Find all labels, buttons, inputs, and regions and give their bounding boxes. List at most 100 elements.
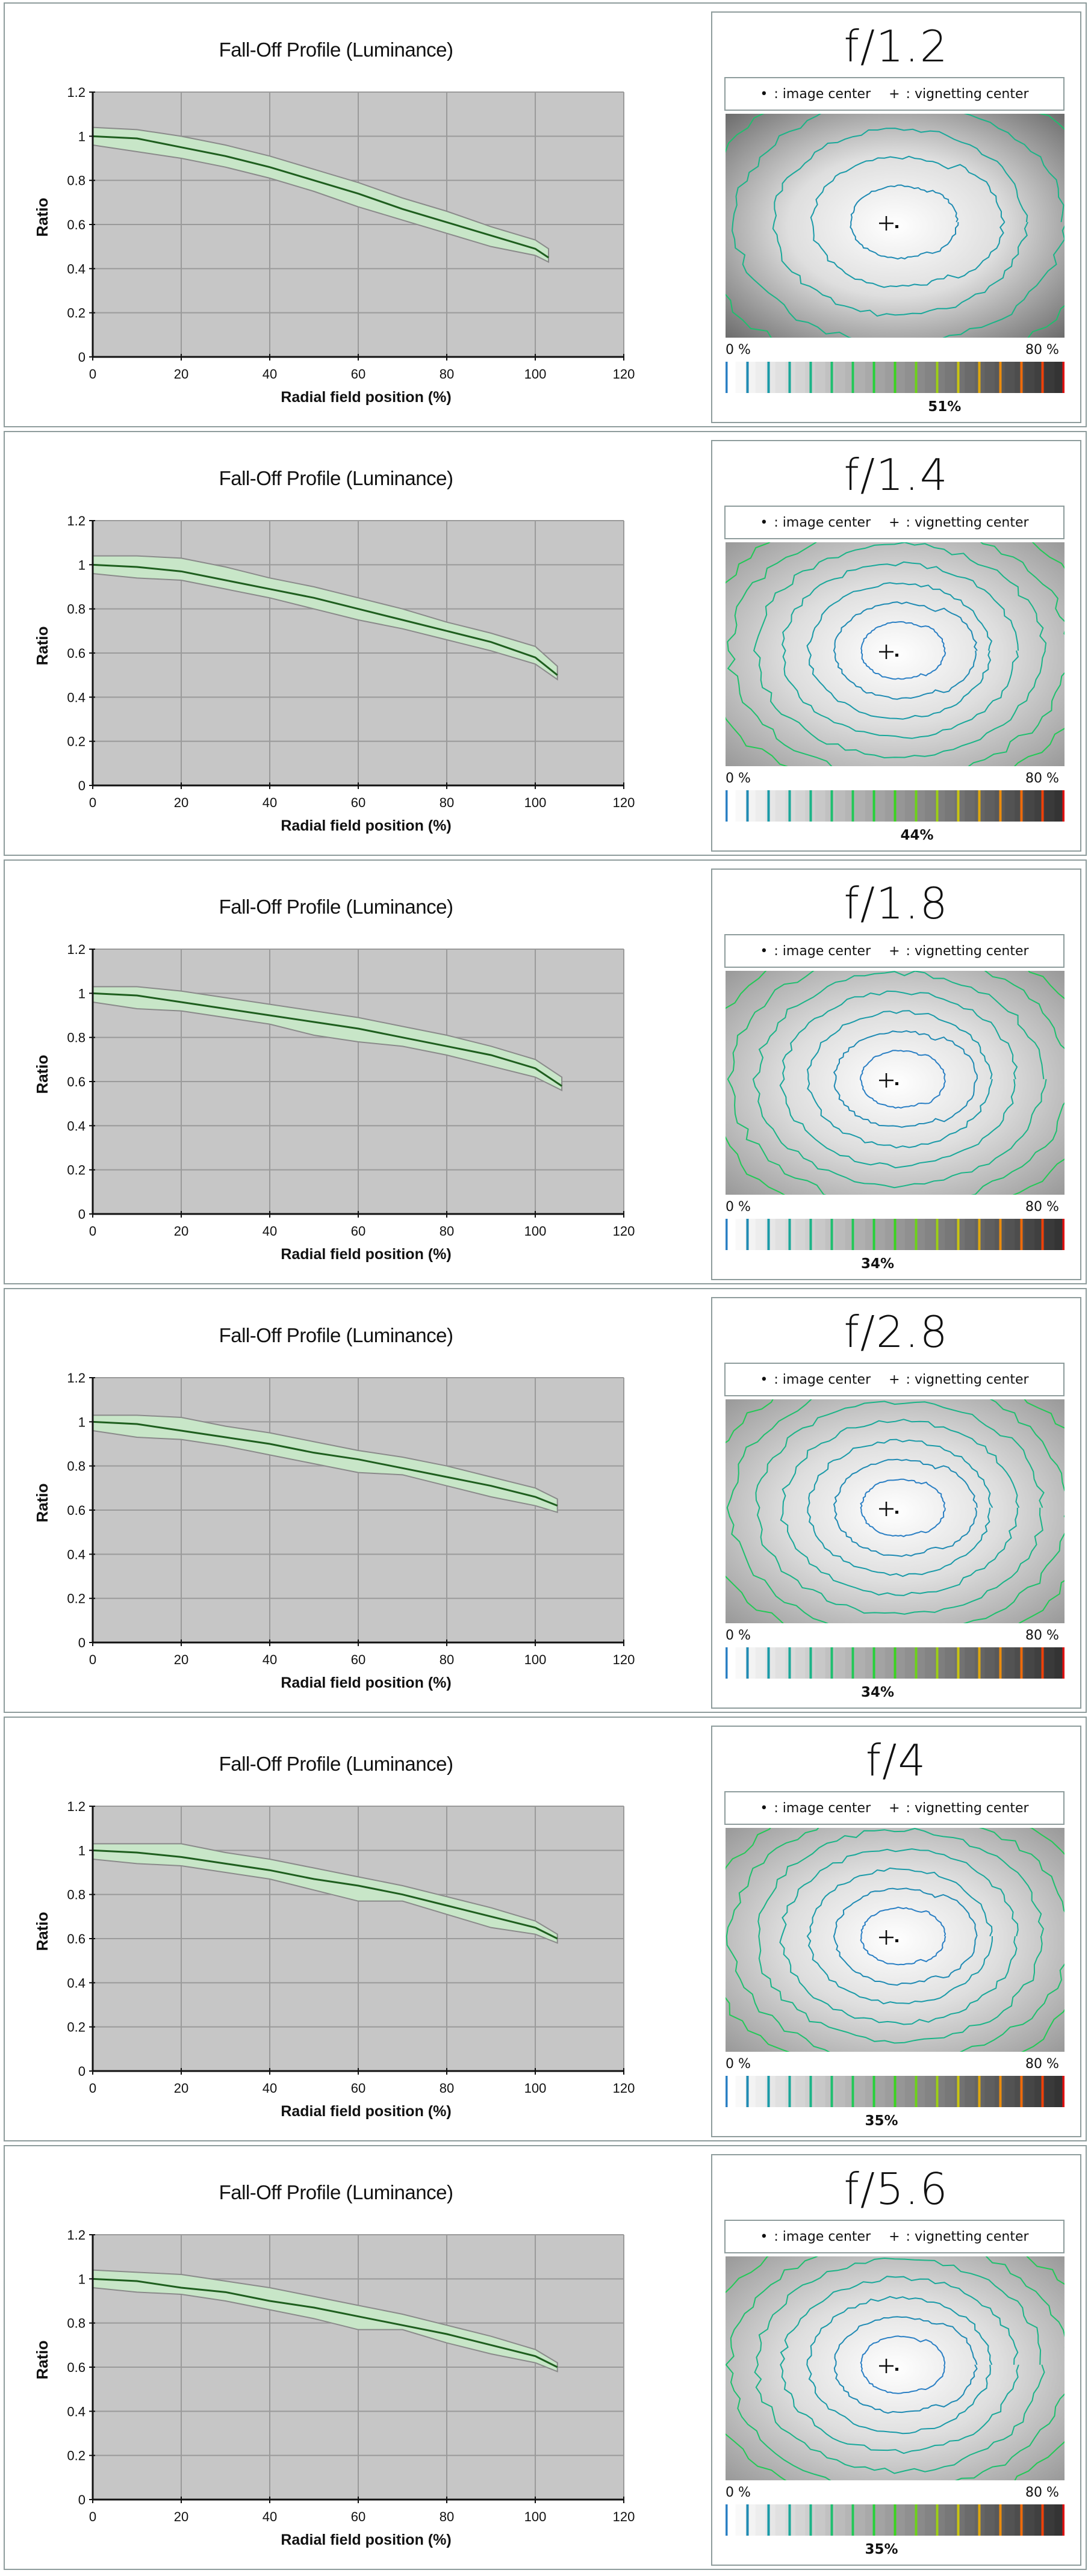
colorbar-level-line	[978, 362, 981, 393]
colorbar-level-line	[809, 1219, 812, 1250]
colorbar-step	[755, 2076, 766, 2107]
colorbar-step	[855, 790, 866, 822]
y-axis-label: Ratio	[33, 1054, 51, 1094]
colorbar-step	[825, 1219, 836, 1250]
y-tick-label: 0.4	[67, 1547, 85, 1562]
vignetting-image	[726, 1828, 1065, 2052]
colorbar-level-line	[809, 2504, 812, 2536]
colorbar-step	[735, 362, 746, 393]
colorbar-level-line	[915, 1647, 918, 1679]
y-tick-label: 0.8	[67, 173, 85, 188]
vignetting-map-box: f/5.6 •: image center +: vignetting cent…	[711, 2154, 1081, 2566]
colorbar-level-line	[1020, 790, 1023, 822]
colorbar-level-line	[767, 790, 770, 822]
falloff-chart: 0 20 40 60 80 100 120 0 0.2 0.4 0.6 0.8 1 1.2	[67, 1799, 635, 2096]
contour-line	[752, 971, 1047, 1189]
colorbar-level-line	[767, 2504, 770, 2536]
colorbar-step	[875, 2076, 886, 2107]
contour-line	[779, 1848, 1019, 2025]
colorbar-step	[825, 1647, 836, 1679]
colorbar-level-line	[999, 2076, 1002, 2107]
mean-falloff-line	[92, 135, 549, 259]
contour-line	[806, 1010, 993, 1149]
x-tick-label: 120	[613, 2081, 635, 2096]
colorbar-max-label: 80 %	[1025, 2485, 1059, 2500]
colorbar-step	[735, 790, 746, 822]
colorbar-level-line	[872, 790, 875, 822]
colorbar-level-line	[978, 1219, 981, 1250]
colorbar-step	[815, 2504, 826, 2536]
vignetting-contour-map	[726, 542, 1065, 766]
y-tick-label: 0.6	[67, 1931, 85, 1946]
x-tick-label: 20	[174, 1652, 188, 1667]
colorbar-step	[954, 2504, 965, 2536]
colorbar-step	[875, 1219, 886, 1250]
colorbar-level-line	[894, 362, 897, 393]
colorbar-step	[915, 790, 925, 822]
colorbar-level-line	[851, 362, 854, 393]
x-tick-label: 0	[89, 795, 96, 810]
x-tick-label: 20	[174, 795, 188, 810]
colorbar-step	[945, 362, 956, 393]
vignetting-panel: Fall-Off Profile (Luminance) 0 20 40 60 80 10…	[4, 431, 1087, 856]
image-center-label: : image center	[774, 515, 871, 530]
x-axis-label: Radial field position (%)	[281, 1246, 452, 1263]
colorbar-step	[755, 2504, 766, 2536]
colorbar-step	[1054, 790, 1065, 822]
chart-title: Fall-Off Profile (Luminance)	[219, 896, 453, 918]
colorbar-step	[895, 2504, 906, 2536]
colorbar-step	[905, 790, 916, 822]
x-tick-label: 100	[524, 367, 547, 382]
colorbar-step	[915, 1219, 925, 1250]
colorbar-min-label: 0 %	[726, 342, 751, 358]
colorbar-step	[726, 790, 736, 822]
colorbar-step	[915, 2504, 925, 2536]
colorbar-step	[1015, 362, 1025, 393]
vignetting-center-cross-icon: +	[889, 943, 900, 959]
colorbar-step	[795, 2076, 806, 2107]
colorbar-step	[1044, 790, 1055, 822]
colorbar-step	[945, 2504, 956, 2536]
colorbar-level-line	[851, 1647, 854, 1679]
colorbar-min-label: 0 %	[726, 1628, 751, 1643]
vignetting-percent: 35%	[865, 2542, 898, 2557]
confidence-band	[92, 1843, 558, 1944]
vignetting-contour-map	[726, 971, 1065, 1195]
colorbar-step	[1054, 1647, 1065, 1679]
colorbar-level-line	[894, 2504, 897, 2536]
colorbar-step	[954, 362, 965, 393]
colorbar-step	[755, 362, 766, 393]
colorbar-step	[895, 1219, 906, 1250]
colorbar-step	[835, 2504, 846, 2536]
vignetting-map-box: f/1.4 •: image center +: vignetting cent…	[711, 440, 1081, 852]
colorbar-step	[1015, 2076, 1025, 2107]
colorbar-step	[755, 1219, 766, 1250]
contour-line	[833, 1887, 978, 1986]
colorbar-level-line	[767, 362, 770, 393]
vignetting-center-label: : vignetting center	[906, 86, 1029, 102]
vignetting-center-cross-icon: +	[889, 86, 900, 102]
colorbar-step	[925, 2504, 936, 2536]
colorbar-step	[855, 1219, 866, 1250]
colorbar-step	[1015, 1647, 1025, 1679]
colorbar-level-line	[746, 2504, 749, 2536]
colorbar-level-line	[999, 790, 1002, 822]
x-tick-label: 20	[174, 1224, 188, 1239]
colorbar-level-line	[915, 2076, 918, 2107]
confidence-band	[92, 2269, 558, 2373]
contour-line	[833, 1030, 978, 1128]
colorbar-level-line	[936, 790, 939, 822]
colorbar-step	[884, 2504, 895, 2536]
image-center-dot-icon	[895, 2368, 898, 2371]
colorbar-step	[726, 1647, 736, 1679]
colorbar	[726, 2076, 1065, 2107]
falloff-chart: 0 20 40 60 80 100 120 0 0.2 0.4 0.6 0.8 1 1.2	[67, 513, 635, 810]
colorbar-step	[735, 2504, 746, 2536]
colorbar-step	[735, 2076, 746, 2107]
confidence-band	[92, 986, 563, 1092]
colorbar-step	[825, 790, 836, 822]
colorbar-level-line	[830, 2504, 833, 2536]
x-tick-label: 20	[174, 2081, 188, 2096]
x-axis-label: Radial field position (%)	[281, 1674, 452, 1691]
x-tick-label: 120	[613, 2509, 635, 2524]
